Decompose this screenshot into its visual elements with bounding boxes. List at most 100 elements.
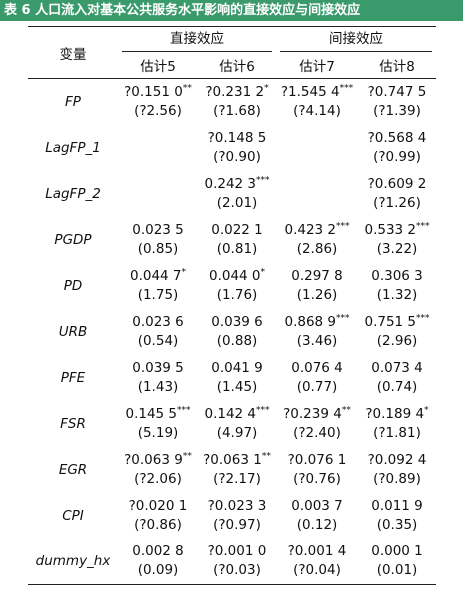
group-header: 间接效应 (276, 27, 436, 53)
significance: *** (256, 175, 270, 185)
estimate-line: ?0.148 5 (198, 129, 276, 148)
estimate-line: ?0.001 4 (276, 542, 358, 561)
table-cell: 0.142 4*** (4.97) (198, 401, 276, 447)
table-cell: 0.023 6 (0.54) (118, 309, 198, 355)
t-statistic: (1.43) (137, 378, 179, 395)
significance: *** (256, 405, 270, 415)
table-row: PD 0.044 7* (1.75) 0.044 0* (1.76) 0.297 8 (1.… (28, 263, 436, 309)
estimate-line: 0.022 1 (198, 221, 276, 240)
estimate-line: 0.039 5 (118, 359, 198, 378)
t-statistic: (?0.86) (134, 516, 182, 533)
estimate: ?0.747 5 (367, 83, 427, 100)
estimate: 0.142 4 (204, 405, 257, 422)
table-cell: 0.003 7 (0.12) (276, 493, 358, 539)
t-statistic: (0.09) (137, 562, 179, 579)
variable-name: URB (58, 323, 88, 340)
table-cell (118, 125, 198, 171)
t-statistic: (?2.40) (293, 424, 341, 441)
variable-name: LagFP_1 (45, 139, 101, 156)
t-statistic: (?2.17) (213, 470, 261, 487)
table-cell: 0.297 8 (1.26) (276, 263, 358, 309)
estimate: 0.003 7 (291, 497, 343, 514)
table-cell: 0.022 1 (0.81) (198, 217, 276, 263)
estimate-line: 0.044 7* (118, 267, 198, 286)
estimate-line: 0.145 5*** (118, 405, 198, 424)
estimate: 0.023 6 (132, 313, 184, 330)
table-cell: ?0.568 4 (?0.99) (358, 125, 436, 171)
table-cell: ?0.231 2* (?1.68) (198, 79, 276, 125)
t-statistic: (0.01) (376, 562, 418, 579)
estimate: 0.002 8 (132, 543, 184, 560)
table-cell: ?0.023 3 (?0.97) (198, 493, 276, 539)
estimate: ?0.151 0 (124, 83, 183, 100)
estimate: ?0.001 0 (207, 543, 267, 560)
table-cell: ?0.001 0 (?0.03) (198, 539, 276, 585)
estimate-line: 0.533 2*** (358, 221, 436, 240)
t-statistic: (?1.81) (373, 424, 421, 441)
estimate-line: 0.306 3 (358, 267, 436, 286)
t-statistic: (?2.06) (134, 470, 182, 487)
t-statistic: (?0.03) (213, 562, 261, 579)
table-row: LagFP_1 ?0.148 5 (?0.90) ?0.568 4 (?0.99) (28, 125, 436, 171)
estimate: ?0.001 4 (287, 543, 347, 560)
estimate: 0.868 9 (284, 313, 337, 330)
significance: *** (416, 221, 430, 231)
estimate-line: 0.142 4*** (198, 405, 276, 424)
t-statistic: (3.46) (296, 332, 338, 349)
estimate: 0.000 1 (371, 543, 423, 560)
table-cell: ?0.063 9** (?2.06) (118, 447, 198, 493)
t-statistic: (0.12) (296, 516, 338, 533)
estimate-line: ?0.023 3 (198, 497, 276, 516)
estimate-line: 0.023 6 (118, 313, 198, 332)
estimate: 0.242 3 (204, 175, 257, 192)
table-cell: 0.423 2*** (2.86) (276, 217, 358, 263)
table-cell: 0.002 8 (0.09) (118, 539, 198, 585)
column-header: 估计5 (140, 59, 176, 76)
estimate: ?0.231 2 (205, 83, 265, 100)
estimate-line: ?0.063 1** (198, 451, 276, 470)
t-statistic: (0.85) (137, 240, 179, 257)
estimate: 0.039 6 (211, 313, 263, 330)
significance: ** (182, 451, 192, 461)
t-statistic: (2.86) (296, 240, 338, 257)
column-header: 估计6 (219, 59, 255, 76)
group-label: 间接效应 (280, 27, 432, 53)
significance: *** (416, 313, 430, 323)
estimate-line: ?0.063 9** (118, 451, 198, 470)
table-cell: 0.751 5*** (2.96) (358, 309, 436, 355)
t-statistic: (?0.89) (373, 470, 421, 487)
t-statistic: (3.22) (376, 240, 418, 257)
t-statistic: (0.74) (376, 378, 418, 395)
estimate-line: ?0.092 4 (358, 451, 436, 470)
t-statistic: (4.97) (216, 424, 258, 441)
table-row: PGDP 0.023 5 (0.85) 0.022 1 (0.81) 0.423 2***… (28, 217, 436, 263)
estimate-line: 0.751 5*** (358, 313, 436, 332)
t-statistic: (1.32) (376, 286, 418, 303)
t-statistic: (0.88) (216, 332, 258, 349)
variable-name: EGR (58, 461, 88, 478)
group-header: 直接效应 (118, 27, 276, 53)
significance: ** (341, 405, 351, 415)
variable-name: CPI (62, 507, 84, 524)
estimate: 0.022 1 (211, 221, 263, 238)
table-cell: 0.041 9 (1.45) (198, 355, 276, 401)
table-cell: 0.011 9 (0.35) (358, 493, 436, 539)
t-statistic: (?2.56) (134, 102, 182, 119)
estimate: ?0.239 4 (283, 405, 342, 422)
estimate: ?0.020 1 (128, 497, 188, 514)
significance: ** (182, 83, 192, 94)
table-cell: 0.000 1 (0.01) (358, 539, 436, 585)
significance: * (264, 83, 269, 94)
table-cell: 0.145 5*** (5.19) (118, 401, 198, 447)
estimate: ?1.545 4 (280, 83, 340, 100)
estimate-line: 0.011 9 (358, 497, 436, 516)
t-statistic: (0.35) (376, 516, 418, 533)
t-statistic: (5.19) (137, 424, 179, 441)
estimate-line: 0.423 2*** (276, 221, 358, 240)
estimate: 0.076 4 (291, 359, 343, 376)
t-statistic: (?1.39) (373, 102, 421, 119)
t-statistic: (?4.14) (293, 102, 341, 119)
estimate-line: 0.002 8 (118, 542, 198, 561)
table-cell: 0.044 0* (1.76) (198, 263, 276, 309)
estimate-line: 0.000 1 (358, 542, 436, 561)
